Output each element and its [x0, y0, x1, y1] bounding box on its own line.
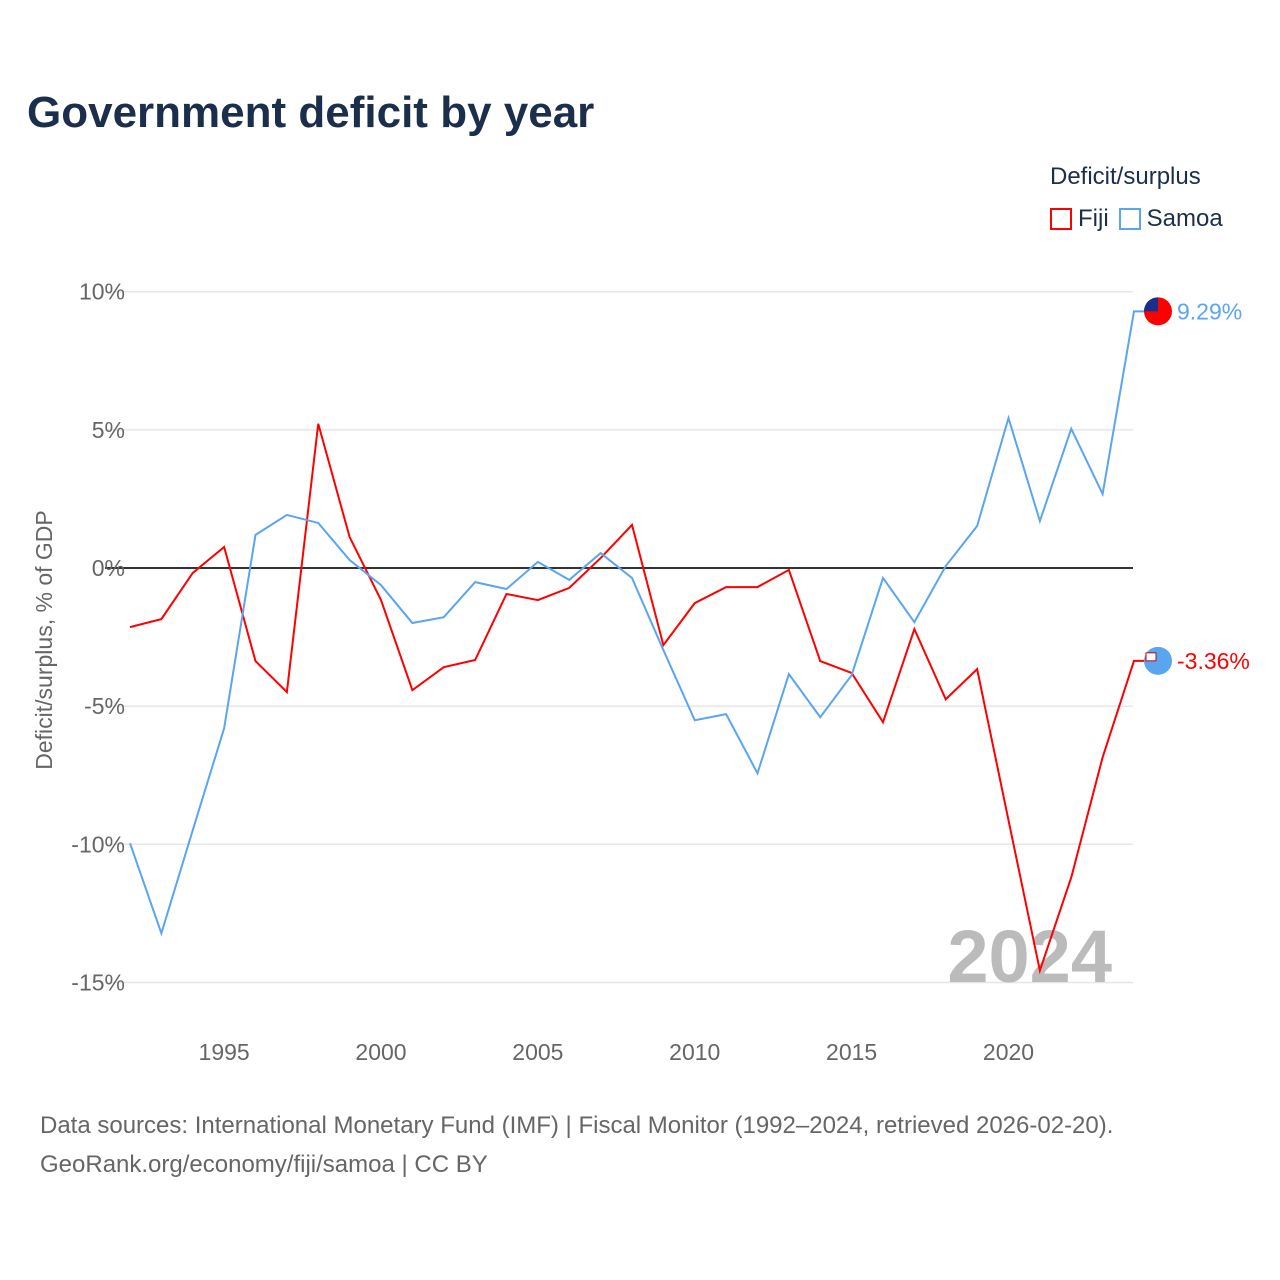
y-tick-label: -5% — [84, 693, 125, 719]
x-tick-label: 2005 — [512, 1039, 563, 1065]
legend-title: Deficit/surplus — [1050, 163, 1201, 190]
legend-label-fiji: Fiji — [1078, 205, 1109, 232]
x-tick-label: 2000 — [355, 1039, 406, 1065]
legend-label-samoa: Samoa — [1146, 205, 1223, 232]
legend: Fiji Samoa — [1050, 205, 1223, 233]
x-tick-label: 2010 — [669, 1039, 720, 1065]
source-note: Data sources: International Monetary Fun… — [40, 1106, 1113, 1184]
flag-canton-samoa — [1144, 297, 1158, 312]
year-watermark: 2024 — [947, 915, 1112, 998]
series-line-samoa — [129, 311, 1135, 937]
legend-swatch-samoa — [1118, 208, 1141, 230]
series-line-fiji — [129, 423, 1135, 975]
chart-title: Government deficit by year — [27, 88, 595, 137]
y-axis-label: Deficit/surplus, % of GDP — [31, 510, 57, 769]
source-line-1: Data sources: International Monetary Fun… — [40, 1112, 1114, 1139]
end-value-label-samoa: 9.29% — [1177, 298, 1242, 324]
y-tick-label: -10% — [71, 831, 125, 857]
y-tick-label: 10% — [79, 279, 125, 305]
flag-canton-fiji — [1145, 652, 1157, 662]
x-tick-label: 2020 — [983, 1039, 1034, 1065]
end-value-label-fiji: -3.36% — [1177, 648, 1250, 674]
y-tick-label: 5% — [92, 417, 125, 443]
x-tick-label: 2015 — [826, 1039, 877, 1065]
y-tick-label: 0% — [92, 555, 125, 581]
y-tick-label: -15% — [71, 969, 125, 995]
legend-swatch-fiji — [1050, 208, 1072, 230]
x-tick-label: 1995 — [199, 1039, 250, 1065]
legend-item-fiji[interactable]: Fiji — [1050, 205, 1109, 233]
legend-item-samoa[interactable]: Samoa — [1118, 205, 1223, 233]
source-line-2[interactable]: GeoRank.org/economy/fiji/samoa | CC BY — [40, 1151, 488, 1178]
